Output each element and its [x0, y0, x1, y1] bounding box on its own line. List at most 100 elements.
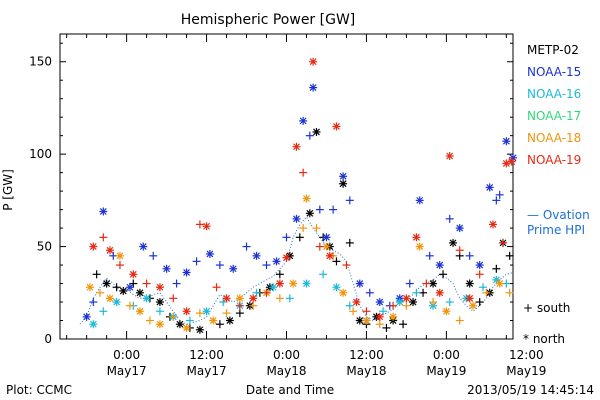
noaa-19-north-point — [445, 152, 454, 160]
noaa-15-south-point — [215, 261, 224, 270]
noaa-19-north-point — [309, 57, 318, 66]
noaa-19-north-point — [489, 220, 498, 229]
x-tick-label: 0:00 — [433, 348, 460, 362]
noaa-15-north-point — [229, 264, 238, 273]
noaa-18-north-point — [495, 279, 504, 288]
noaa-19-north-point — [412, 233, 421, 242]
noaa-16-south-point — [412, 288, 421, 297]
noaa-15-south-point — [262, 261, 271, 270]
noaa-19-north-point — [89, 242, 98, 251]
noaa-18-south-point — [505, 288, 514, 297]
noaa-18-south-point — [429, 298, 438, 307]
metp-02-north-point — [155, 298, 164, 307]
noaa-18-south-point — [145, 316, 154, 325]
legend-noaa-19: NOAA-19 — [527, 153, 581, 167]
noaa-15-north-point — [252, 251, 261, 260]
x-tick-label: 12:00 — [349, 348, 384, 362]
noaa-18-south-point — [482, 288, 491, 297]
noaa-15-north-point — [339, 172, 348, 181]
noaa-19-south-point — [342, 261, 351, 270]
metp-02-south-point — [382, 323, 391, 332]
plot-frame — [59, 33, 514, 340]
metp-02-south-point — [295, 233, 304, 242]
metp-02-south-point — [129, 279, 138, 288]
noaa-15-south-point — [192, 257, 201, 266]
noaa-19-north-point — [155, 283, 164, 292]
noaa-19-north-point — [352, 298, 361, 307]
noaa-15-south-point — [445, 214, 454, 223]
noaa-19-north-point — [292, 142, 301, 151]
noaa-19-north-point — [222, 294, 231, 303]
noaa-15-south-point — [492, 196, 501, 205]
noaa-16-south-point — [252, 288, 261, 297]
noaa-15-north-point — [375, 298, 384, 307]
noaa-18-north-point — [469, 301, 478, 310]
noaa-19-south-point — [262, 288, 271, 297]
noaa-16-south-point — [155, 307, 164, 316]
metp-02-south-point — [505, 251, 514, 260]
legend: METP-02 NOAA-15 NOAA-16 NOAA-17 NOAA-18 NOAA-… — [527, 43, 590, 237]
metp-02-south-point — [112, 283, 121, 292]
noaa-19-north-point — [105, 246, 114, 255]
noaa-15-south-point — [425, 251, 434, 260]
plot-border — [59, 33, 514, 340]
noaa-16-south-point — [445, 298, 454, 307]
noaa-19-north-point — [402, 294, 411, 303]
metp-02-south-point — [439, 270, 448, 279]
metp-02-north-point — [409, 298, 418, 307]
noaa-19-north-point — [465, 294, 474, 303]
noaa-15-south-point — [89, 298, 98, 307]
x-tick-sublabel: May19 — [506, 364, 546, 378]
noaa-18-north-point — [235, 294, 244, 303]
metp-02-south-point — [399, 320, 408, 329]
noaa-19-south-point — [169, 294, 178, 303]
noaa-19-south-point — [389, 301, 398, 310]
noaa-16-north-point — [492, 275, 501, 284]
noaa-18-north-point — [209, 316, 218, 325]
noaa-15-north-point — [292, 214, 301, 223]
metp-02-north-point — [175, 320, 184, 329]
x-tick-label: 12:00 — [509, 348, 544, 362]
marker-key-south: + south — [523, 301, 570, 315]
noaa-16-north-point — [112, 298, 121, 307]
x-tick-sublabel: May19 — [426, 364, 466, 378]
noaa-19-south-point — [235, 301, 244, 310]
metp-02-south-point — [492, 264, 501, 273]
noaa-18-south-point — [125, 301, 134, 310]
noaa-15-north-point — [205, 249, 214, 258]
noaa-18-north-point — [442, 307, 451, 316]
noaa-18-south-point — [195, 309, 204, 318]
noaa-18-north-point — [362, 316, 371, 325]
noaa-16-south-point — [99, 307, 108, 316]
axis-ticks-group: 0 50 100 150 0:00 May17 12:00 May17 0:00 May18 12:… — [29, 34, 546, 378]
noaa-15-north-point — [299, 116, 308, 125]
y-axis-label: P [GW] — [1, 169, 15, 211]
noaa-18-north-point — [85, 283, 94, 292]
noaa-18-south-point — [375, 320, 384, 329]
noaa-18-north-point — [115, 251, 124, 260]
noaa-19-north-point — [249, 294, 258, 303]
legend-noaa-18: NOAA-18 — [527, 131, 581, 145]
noaa-18-south-point — [95, 288, 104, 297]
noaa-15-south-point — [405, 279, 414, 288]
chart-title: Hemispheric Power [GW] — [181, 12, 356, 28]
x-tick-label: 12:00 — [189, 348, 224, 362]
noaa-15-north-point — [182, 268, 191, 277]
noaa-16-south-point — [319, 270, 328, 279]
noaa-19-south-point — [195, 220, 204, 229]
noaa-15-north-point — [272, 257, 281, 266]
noaa-15-north-point — [475, 261, 484, 270]
noaa-19-south-point — [499, 238, 508, 247]
noaa-16-north-point — [142, 294, 151, 303]
noaa-19-south-point — [422, 279, 431, 288]
noaa-16-south-point — [379, 307, 388, 316]
noaa-16-north-point — [89, 320, 98, 329]
noaa-16-north-point — [332, 283, 341, 292]
metp-02-north-point — [465, 279, 474, 288]
metp-02-north-point — [225, 316, 234, 325]
y-tick-label: 150 — [29, 55, 52, 69]
footer-timestamp: 2013/05/19 14:45:14 — [467, 383, 594, 397]
noaa-16-north-point — [302, 279, 311, 288]
noaa-15-north-point — [455, 224, 464, 233]
